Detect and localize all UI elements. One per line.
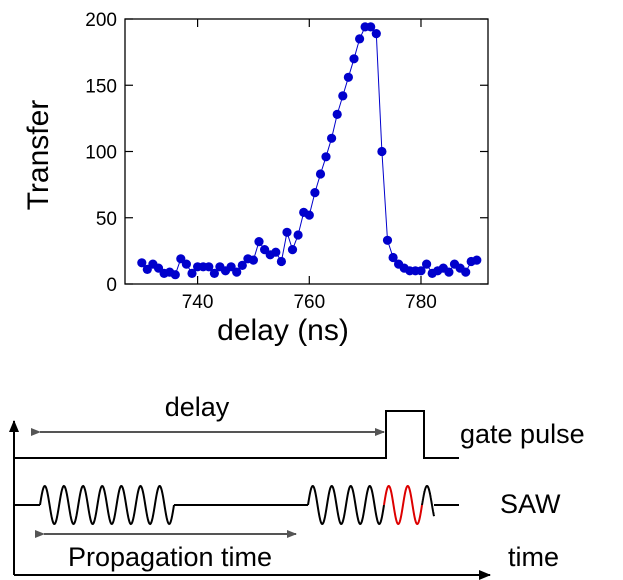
data-point — [371, 28, 381, 39]
data-point — [444, 267, 454, 277]
data-point — [388, 252, 398, 263]
data-point — [293, 230, 303, 240]
data-point — [422, 259, 432, 269]
data-point — [343, 72, 353, 82]
gate-pulse-label: gate pulse — [460, 419, 585, 449]
data-point — [461, 267, 471, 277]
data-point — [170, 270, 180, 280]
y-axis-ticks: 0 50 100 150 200 — [85, 10, 488, 296]
delay-label: delay — [165, 392, 230, 422]
x-tick-label: 780 — [405, 292, 437, 313]
saw-wave-tail — [421, 485, 435, 517]
timing-diagram: time delay gate pulse SAW Propagation ti… — [9, 392, 585, 580]
data-point — [137, 258, 147, 268]
data-point — [338, 91, 348, 101]
data-point — [310, 188, 320, 198]
data-point — [287, 245, 298, 255]
data-point — [204, 262, 214, 272]
data-points — [137, 22, 482, 280]
data-point — [349, 54, 359, 64]
data-point — [416, 266, 426, 276]
x-axis-label: delay (ns) — [217, 314, 349, 347]
data-point — [382, 235, 393, 245]
data-point — [321, 152, 331, 162]
data-point — [271, 247, 281, 257]
x-tick-label: 740 — [182, 292, 214, 313]
data-point — [327, 133, 337, 143]
plot-frame — [124, 18, 489, 285]
data-point — [181, 259, 191, 269]
data-point — [248, 255, 258, 265]
gate-pulse-signal — [14, 410, 459, 459]
transfer-chart: 0 50 100 150 200 740 760 780 delay (ns) Transf… — [22, 10, 489, 347]
data-point — [282, 227, 292, 237]
data-point — [237, 260, 247, 270]
saw-wave-emitted — [39, 484, 175, 526]
data-point — [254, 237, 264, 247]
y-axis-label: Transfer — [22, 100, 55, 211]
data-point — [377, 146, 387, 157]
x-tick-label: 760 — [293, 292, 325, 313]
data-point — [355, 34, 365, 44]
data-point — [209, 268, 219, 278]
series-line — [141, 26, 477, 276]
data-point — [366, 22, 376, 32]
propagation-label: Propagation time — [68, 542, 272, 572]
saw-label: SAW — [500, 489, 561, 519]
data-point — [304, 210, 314, 220]
data-point — [315, 169, 326, 179]
x-axis-ticks: 740 760 780 — [182, 19, 437, 313]
time-label: time — [508, 542, 559, 572]
data-point — [232, 267, 242, 277]
saw-wave-arrived — [307, 484, 385, 526]
data-point — [187, 268, 197, 278]
y-tick-label: 200 — [85, 10, 117, 31]
y-tick-label: 100 — [85, 143, 117, 164]
saw-wave-gated — [383, 485, 423, 525]
data-point — [332, 109, 342, 119]
y-tick-label: 150 — [85, 76, 117, 97]
y-tick-label: 50 — [96, 209, 117, 230]
data-point — [472, 255, 482, 265]
y-tick-label: 0 — [106, 275, 117, 296]
data-point — [276, 256, 286, 267]
